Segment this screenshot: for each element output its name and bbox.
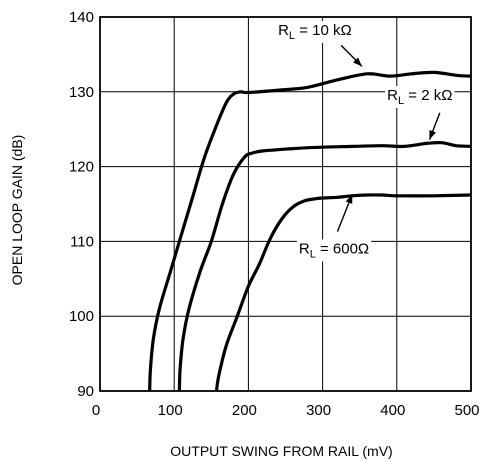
y-tick-label: 90 <box>77 383 94 400</box>
series-line-2 <box>177 140 472 392</box>
x-axis-label: OUTPUT SWING FROM RAIL (mV) <box>170 443 392 459</box>
x-tick-labels: 0 100 200 300 400 500 <box>92 402 480 419</box>
y-tick-label: 120 <box>69 159 94 176</box>
series-group <box>148 70 472 392</box>
annotation-background <box>385 86 455 109</box>
annotation-arrow-head <box>429 130 436 140</box>
annotation-background <box>296 239 372 262</box>
x-tick-label: 400 <box>380 402 405 419</box>
annotation-background <box>276 20 354 43</box>
series-line-3 <box>214 193 472 392</box>
annotation-label-3: RL = 600Ω <box>299 240 369 260</box>
annotation-arrow-head <box>345 194 353 204</box>
annotations: RL = 10 kΩ RL = 2 kΩ RL = 600Ω <box>276 20 455 262</box>
x-tick-label: 100 <box>158 402 183 419</box>
grid-lines <box>100 17 471 391</box>
annotation-label-2: RL = 2 kΩ <box>387 87 452 107</box>
y-axis-label: OPEN LOOP GAIN (dB) <box>9 135 25 286</box>
plot-frame <box>99 16 472 392</box>
y-tick-labels: 90 100 110 120 130 140 <box>69 9 94 400</box>
annotation-arrow-head <box>353 57 362 67</box>
series-line-1 <box>148 70 472 392</box>
y-tick-label: 130 <box>69 84 94 101</box>
x-tick-label: 200 <box>232 402 257 419</box>
y-tick-label: 100 <box>69 308 94 325</box>
y-tick-label: 110 <box>70 233 94 250</box>
x-tick-label: 0 <box>92 402 100 419</box>
x-tick-label: 300 <box>306 402 331 419</box>
x-tick-label: 500 <box>454 402 479 419</box>
annotation-label-1: RL = 10 kΩ <box>278 22 352 42</box>
y-tick-label: 140 <box>69 9 94 26</box>
